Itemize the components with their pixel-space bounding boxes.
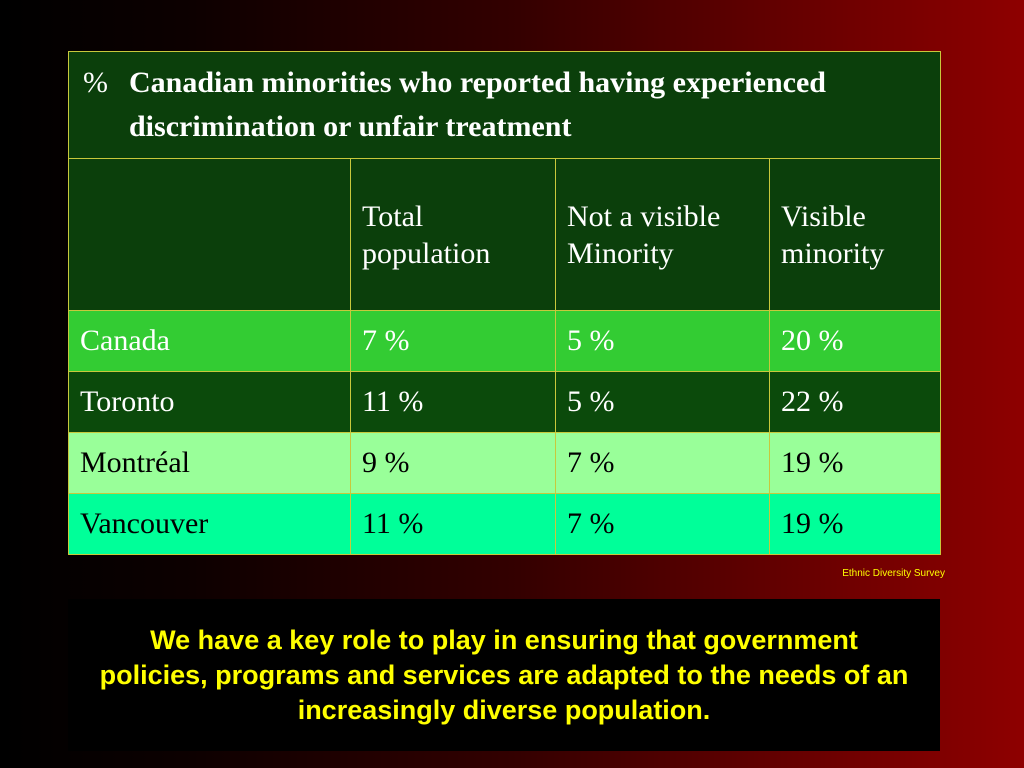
not-visible-minority-cell: 7 %: [555, 493, 770, 555]
total-population-cell: 11 %: [350, 371, 556, 433]
table-row-toronto: Toronto 11 % 5 % 22 %: [68, 371, 942, 433]
visible-minority-cell: 19 %: [768, 493, 942, 555]
key-message-box: We have a key role to play in ensuring t…: [68, 599, 940, 751]
table-row-montreal: Montréal 9 % 7 % 19 %: [68, 432, 942, 494]
total-population-cell: 11 %: [350, 493, 556, 555]
source-caption: Ethnic Diversity Survey: [842, 568, 945, 579]
visible-minority-cell: 22 %: [768, 371, 942, 433]
table-row-vancouver: Vancouver 11 % 7 % 19 %: [68, 493, 942, 555]
table-row-canada: Canada 7 % 5 % 20 %: [68, 310, 942, 372]
header-total-population: Total population: [350, 158, 556, 311]
header-not-visible-minority: Not a visible Minority: [555, 158, 770, 311]
region-cell: Canada: [68, 310, 351, 372]
discrimination-table: % Canadian minorities who reported havin…: [67, 51, 942, 555]
header-empty-cell: [68, 158, 351, 311]
not-visible-minority-cell: 5 %: [555, 371, 770, 433]
total-population-cell: 9 %: [350, 432, 556, 494]
table-title-cell: % Canadian minorities who reported havin…: [67, 51, 942, 159]
not-visible-minority-cell: 7 %: [555, 432, 770, 494]
table-title: Canadian minorities who reported having …: [129, 66, 826, 143]
region-cell: Montréal: [68, 432, 351, 494]
key-message-text: We have a key role to play in ensuring t…: [99, 624, 909, 725]
visible-minority-cell: 19 %: [768, 432, 942, 494]
total-population-cell: 7 %: [350, 310, 556, 372]
not-visible-minority-cell: 5 %: [555, 310, 770, 372]
region-cell: Vancouver: [68, 493, 351, 555]
region-cell: Toronto: [68, 371, 351, 433]
header-visible-minority: Visible minority: [768, 158, 942, 311]
title-percent-symbol: %: [83, 66, 108, 99]
visible-minority-cell: 20 %: [768, 310, 942, 372]
table-title-row: % Canadian minorities who reported havin…: [67, 51, 942, 159]
table-header-row: Total population Not a visible Minority …: [68, 158, 942, 311]
